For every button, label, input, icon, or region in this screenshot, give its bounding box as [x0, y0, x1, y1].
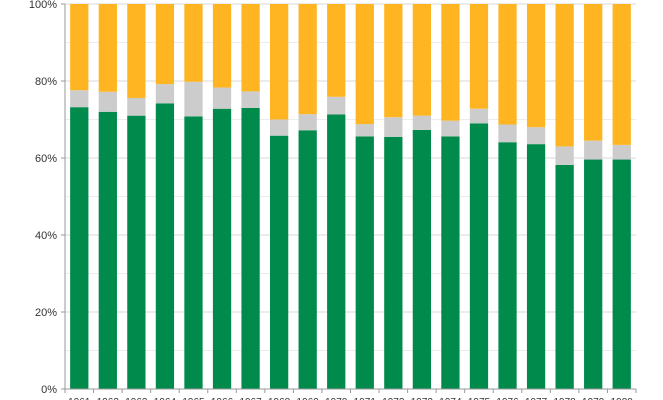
bar-segment-1974-series-3 — [441, 4, 460, 121]
x-tick-label: 1971 — [354, 397, 377, 400]
bar-segment-1975-series-3 — [469, 4, 489, 109]
x-tick-label: 1966 — [211, 397, 234, 400]
bar-segment-1970-series-2 — [327, 96, 346, 115]
bar-segment-1979-series-3 — [584, 4, 603, 141]
y-tick-label: 60% — [35, 153, 57, 165]
bar-segment-1978-series-2 — [555, 146, 574, 165]
bar-segment-1967-series-3 — [241, 4, 260, 92]
bar-segment-1977-series-3 — [526, 4, 546, 128]
bar-segment-1976-series-2 — [498, 124, 517, 143]
bar-segment-1963-series-1 — [127, 115, 146, 390]
bar-segment-1979-series-1 — [584, 159, 603, 389]
bar-segment-1961-series-2 — [70, 90, 89, 108]
y-tick-label: 0% — [41, 384, 57, 396]
bar-segment-1966-series-1 — [212, 108, 232, 389]
bar-segment-1973-series-1 — [412, 129, 432, 389]
bar-segment-1973-series-3 — [412, 4, 432, 116]
x-tick-label: 1970 — [325, 397, 348, 400]
bar-segment-1972-series-1 — [384, 136, 403, 389]
bar-segment-1962-series-2 — [98, 91, 117, 112]
x-tick-label: 1967 — [239, 397, 262, 400]
x-tick-label: 1975 — [468, 397, 491, 400]
bar-segment-1965-series-2 — [184, 81, 203, 117]
bar-segment-1970-series-3 — [327, 4, 346, 97]
bar-segment-1962-series-1 — [98, 111, 117, 390]
x-tick-label: 1963 — [125, 397, 148, 400]
bar-segment-1973-series-2 — [412, 115, 432, 130]
bar-segment-1967-series-2 — [241, 91, 260, 108]
x-tick-label: 1980 — [611, 397, 634, 400]
y-tick-label: 100% — [29, 0, 57, 11]
bar-segment-1968-series-3 — [269, 4, 289, 120]
y-axis-ticks: 0% 20% 40% 60% 80% 100% — [29, 0, 65, 396]
bar-segment-1968-series-2 — [269, 119, 289, 136]
x-tick-label: 1974 — [439, 397, 462, 400]
bar-segment-1980-series-2 — [612, 144, 631, 160]
bars — [70, 4, 631, 390]
y-tick-label: 40% — [35, 230, 57, 242]
bar-segment-1978-series-3 — [555, 4, 574, 147]
y-tick-label: 80% — [35, 76, 57, 88]
bar-segment-1968-series-1 — [269, 135, 289, 389]
bar-segment-1972-series-2 — [384, 117, 403, 137]
x-tick-label: 1962 — [97, 397, 120, 400]
bar-segment-1967-series-1 — [241, 107, 260, 389]
bar-segment-1963-series-2 — [127, 97, 146, 116]
bar-segment-1970-series-1 — [327, 114, 346, 390]
x-tick-label: 1978 — [554, 397, 577, 400]
bar-segment-1971-series-2 — [355, 124, 374, 137]
bar-segment-1965-series-3 — [184, 4, 203, 82]
bar-segment-1969-series-3 — [298, 4, 317, 115]
bar-segment-1963-series-3 — [127, 4, 146, 98]
bar-segment-1966-series-2 — [212, 87, 232, 109]
bar-segment-1971-series-3 — [355, 4, 374, 125]
bar-segment-1977-series-1 — [526, 144, 546, 389]
bar-segment-1961-series-1 — [70, 107, 89, 390]
x-tick-label: 1977 — [525, 397, 548, 400]
bar-segment-1971-series-1 — [355, 136, 374, 389]
x-tick-label: 1976 — [496, 397, 519, 400]
bar-segment-1969-series-2 — [298, 114, 317, 131]
bar-segment-1961-series-3 — [70, 4, 89, 91]
bar-segment-1962-series-3 — [98, 4, 117, 92]
bar-segment-1978-series-1 — [555, 164, 574, 389]
bar-segment-1974-series-1 — [441, 136, 460, 389]
x-tick-label: 1972 — [382, 397, 405, 400]
x-tick-label: 1961 — [68, 397, 91, 400]
bar-segment-1969-series-1 — [298, 130, 317, 389]
x-tick-label: 1968 — [268, 397, 291, 400]
bar-segment-1965-series-1 — [184, 116, 203, 390]
bar-segment-1975-series-2 — [469, 108, 489, 124]
x-tick-label: 1969 — [297, 397, 320, 400]
bar-segment-1964-series-3 — [155, 4, 175, 85]
bar-segment-1977-series-2 — [526, 127, 546, 145]
x-axis-ticks: 1961 1962 1963 1964 1965 1966 1967 1968 1969 1970… — [64, 389, 637, 400]
x-tick-label: 1979 — [582, 397, 605, 400]
bar-segment-1964-series-2 — [155, 84, 175, 104]
bar-segment-1979-series-2 — [584, 140, 603, 160]
x-tick-label: 1965 — [182, 397, 205, 400]
y-tick-label: 20% — [35, 307, 57, 319]
bar-segment-1975-series-1 — [469, 123, 489, 389]
x-tick-label: 1964 — [154, 397, 177, 400]
bar-segment-1966-series-3 — [212, 4, 232, 88]
bar-segment-1974-series-2 — [441, 120, 460, 137]
bar-segment-1972-series-3 — [384, 4, 403, 118]
bar-segment-1980-series-1 — [612, 159, 631, 389]
bar-segment-1980-series-3 — [612, 4, 631, 145]
bar-segment-1964-series-1 — [155, 103, 175, 389]
bar-segment-1976-series-3 — [498, 4, 517, 125]
x-tick-label: 1973 — [411, 397, 434, 400]
gridlines — [65, 3, 636, 390]
bar-segment-1976-series-1 — [498, 142, 517, 389]
